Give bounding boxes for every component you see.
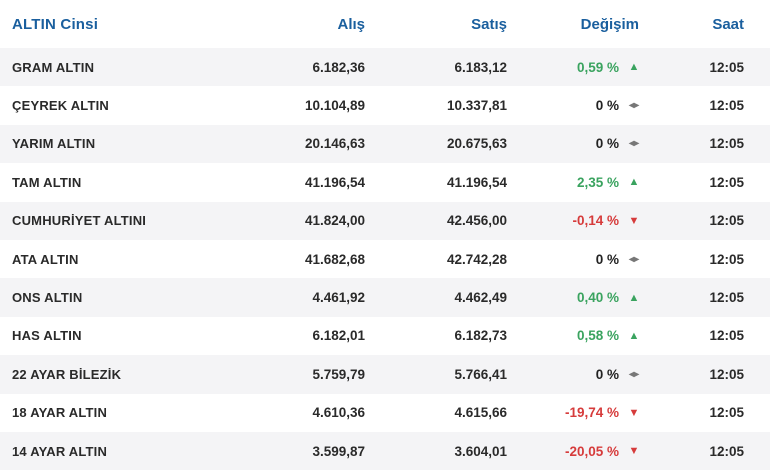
buy-price: 4.461,92 (312, 290, 365, 306)
sell-price: 4.615,66 (454, 405, 507, 421)
gold-type-name: YARIM ALTIN (12, 136, 96, 152)
buy-price: 41.824,00 (304, 213, 365, 229)
change-value: -19,74 % (564, 405, 619, 421)
table-row[interactable]: ATA ALTIN 41.682,68 42.742,28 0 % ◂▸ 12:05 (0, 239, 770, 279)
left-right-arrow-icon: ◂▸ (628, 100, 640, 112)
triangle-down-icon: ▼ (628, 445, 640, 458)
update-time: 12:05 (709, 213, 744, 229)
update-time: 12:05 (709, 174, 744, 190)
triangle-up-icon: ▲ (628, 329, 640, 342)
change-cell: 0,59 % ▲ (507, 60, 645, 75)
triangle-up-icon: ▲ (628, 61, 640, 74)
change-value: 0,58 % (576, 328, 619, 344)
update-time: 12:05 (709, 328, 744, 344)
update-time: 12:05 (709, 443, 744, 459)
change-cell: 0 % ◂▸ (507, 98, 645, 113)
change-cell: -20,05 % ▼ (507, 444, 645, 459)
change-value: 2,35 % (576, 174, 619, 190)
update-time: 12:05 (709, 59, 744, 75)
update-time: 12:05 (709, 366, 744, 382)
table-row[interactable]: 14 AYAR ALTIN 3.599,87 3.604,01 -20,05 % ▼ 12… (0, 431, 770, 470)
table-body: GRAM ALTIN 6.182,36 6.183,12 0,59 % ▲ 12:05 ÇE… (0, 48, 770, 470)
table-row[interactable]: 18 AYAR ALTIN 4.610,36 4.615,66 -19,74 % ▼ 12… (0, 393, 770, 432)
sell-price: 10.337,81 (446, 98, 507, 114)
change-value: 0 % (595, 98, 619, 114)
gold-type-name: HAS ALTIN (12, 328, 82, 344)
gold-type-name: ONS ALTIN (12, 290, 83, 306)
sell-price: 42.742,28 (446, 251, 507, 267)
gold-type-name: ATA ALTIN (12, 251, 79, 267)
change-cell: 0,40 % ▲ (507, 290, 645, 305)
change-value: 0 % (595, 251, 619, 267)
header-buy[interactable]: Alış (337, 15, 365, 33)
change-cell: -0,14 % ▼ (507, 213, 645, 228)
change-value: 0 % (595, 366, 619, 382)
change-cell: 0,58 % ▲ (507, 328, 645, 343)
buy-price: 20.146,63 (304, 136, 365, 152)
sell-price: 4.462,49 (454, 290, 507, 306)
sell-price: 3.604,01 (454, 443, 507, 459)
sell-price: 6.182,73 (454, 328, 507, 344)
sell-price: 20.675,63 (446, 136, 507, 152)
buy-price: 4.610,36 (312, 405, 365, 421)
sell-price: 5.766,41 (454, 366, 507, 382)
buy-price: 10.104,89 (304, 98, 365, 114)
update-time: 12:05 (709, 251, 744, 267)
triangle-down-icon: ▼ (628, 214, 640, 227)
triangle-down-icon: ▼ (628, 406, 640, 419)
table-row[interactable]: CUMHURİYET ALTINI 41.824,00 42.456,00 -0,14… (0, 201, 770, 240)
change-cell: 0 % ◂▸ (507, 367, 645, 382)
table-row[interactable]: GRAM ALTIN 6.182,36 6.183,12 0,59 % ▲ 12:05 (0, 48, 770, 87)
table-row[interactable]: ONS ALTIN 4.461,92 4.462,49 0,40 % ▲ 12:05 (0, 278, 770, 317)
buy-price: 41.196,54 (304, 174, 365, 190)
table-row[interactable]: HAS ALTIN 6.182,01 6.182,73 0,58 % ▲ 12:05 (0, 316, 770, 356)
header-time[interactable]: Saat (712, 15, 744, 33)
triangle-up-icon: ▲ (628, 176, 640, 189)
gold-type-name: CUMHURİYET ALTINI (12, 213, 147, 229)
table-row[interactable]: TAM ALTIN 41.196,54 41.196,54 2,35 % ▲ 12:05 (0, 163, 770, 202)
header-sell[interactable]: Satış (471, 15, 507, 33)
change-value: -20,05 % (564, 443, 619, 459)
buy-price: 41.682,68 (304, 251, 365, 267)
gold-type-name: GRAM ALTIN (12, 59, 95, 75)
sell-price: 42.456,00 (446, 213, 507, 229)
change-value: -0,14 % (572, 213, 619, 229)
buy-price: 3.599,87 (312, 443, 365, 459)
table-row[interactable]: 22 AYAR BİLEZİK 5.759,79 5.766,41 0 % ◂▸ 12:0… (0, 355, 770, 394)
change-value: 0 % (595, 136, 619, 152)
buy-price: 6.182,36 (312, 59, 365, 75)
change-value: 0,40 % (576, 290, 619, 306)
header-name[interactable]: ALTIN Cinsi (12, 15, 99, 33)
change-cell: 2,35 % ▲ (507, 175, 645, 190)
change-cell: -19,74 % ▼ (507, 405, 645, 420)
left-right-arrow-icon: ◂▸ (628, 138, 640, 150)
header-change[interactable]: Değişim (580, 15, 639, 33)
update-time: 12:05 (709, 290, 744, 306)
gold-type-name: ÇEYREK ALTIN (12, 98, 110, 114)
table-header: ALTIN Cinsi Alış Satış Değişim Saat (0, 0, 770, 48)
gold-type-name: TAM ALTIN (12, 174, 82, 190)
update-time: 12:05 (709, 405, 744, 421)
update-time: 12:05 (709, 98, 744, 114)
update-time: 12:05 (709, 136, 744, 152)
left-right-arrow-icon: ◂▸ (628, 368, 640, 380)
triangle-up-icon: ▲ (628, 291, 640, 304)
table-row[interactable]: ÇEYREK ALTIN 10.104,89 10.337,81 0 % ◂▸ 12:05 (0, 86, 770, 125)
sell-price: 41.196,54 (446, 174, 507, 190)
change-cell: 0 % ◂▸ (507, 136, 645, 151)
change-value: 0,59 % (576, 59, 619, 75)
buy-price: 5.759,79 (312, 366, 365, 382)
gold-type-name: 22 AYAR BİLEZİK (12, 366, 122, 382)
change-cell: 0 % ◂▸ (507, 252, 645, 267)
sell-price: 6.183,12 (454, 59, 507, 75)
table-row[interactable]: YARIM ALTIN 20.146,63 20.675,63 0 % ◂▸ 12:05 (0, 124, 770, 164)
left-right-arrow-icon: ◂▸ (628, 253, 640, 265)
gold-type-name: 14 AYAR ALTIN (12, 443, 108, 459)
buy-price: 6.182,01 (312, 328, 365, 344)
gold-type-name: 18 AYAR ALTIN (12, 405, 108, 421)
